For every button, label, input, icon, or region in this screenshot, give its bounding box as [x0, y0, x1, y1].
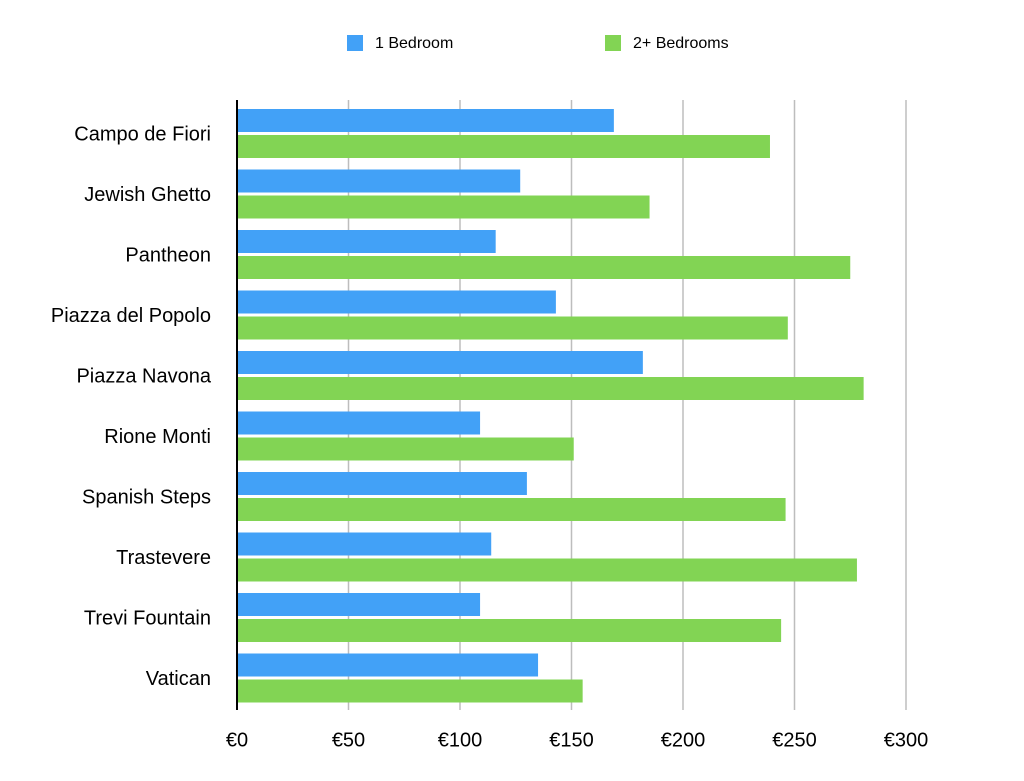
axes: Campo de Fiori Jewish Ghetto Pantheon Piazz… [51, 100, 928, 751]
bar-one-bedroom [237, 532, 492, 556]
bar-one-bedroom [237, 472, 527, 495]
bar-two-plus-bedrooms [237, 135, 770, 158]
bar-one-bedroom [237, 653, 539, 677]
bar-one-bedroom [237, 230, 496, 253]
legend: 1 Bedroom 2+ Bedrooms [347, 35, 729, 52]
category-label: Piazza Navona [76, 365, 211, 387]
bar-one-bedroom [237, 411, 481, 435]
x-tick-label: €300 [884, 729, 929, 751]
bars [237, 109, 864, 703]
bar-two-plus-bedrooms [237, 437, 574, 461]
legend-label: 1 Bedroom [375, 35, 453, 52]
x-tick-label: €250 [772, 729, 817, 751]
legend-label: 2+ Bedrooms [633, 35, 729, 52]
x-tick-label: €150 [549, 729, 594, 751]
category-label: Pantheon [125, 244, 211, 266]
bar-two-plus-bedrooms [237, 679, 583, 703]
bar-one-bedroom [237, 169, 521, 193]
bar-two-plus-bedrooms [237, 377, 864, 400]
legend-swatch [605, 35, 621, 51]
bar-two-plus-bedrooms [237, 558, 857, 582]
bar-one-bedroom [237, 290, 556, 314]
x-tick-label: €50 [332, 729, 365, 751]
category-label: Rione Monti [104, 426, 211, 448]
bar-one-bedroom [237, 351, 643, 374]
x-tick-label: €100 [438, 729, 483, 751]
bar-two-plus-bedrooms [237, 498, 786, 521]
category-label: Spanish Steps [82, 486, 211, 508]
x-tick-label: €200 [661, 729, 706, 751]
bar-one-bedroom [237, 593, 481, 616]
category-label: Vatican [146, 668, 211, 690]
bar-two-plus-bedrooms [237, 316, 788, 340]
category-label: Campo de Fiori [74, 123, 211, 145]
category-label: Piazza del Popolo [51, 305, 211, 327]
bar-two-plus-bedrooms [237, 619, 782, 642]
bar-one-bedroom [237, 109, 614, 132]
x-tick-label: €0 [226, 729, 248, 751]
bar-two-plus-bedrooms [237, 256, 851, 279]
category-label: Trastevere [116, 547, 211, 569]
category-label: Jewish Ghetto [84, 184, 211, 206]
legend-swatch [347, 35, 363, 51]
bar-two-plus-bedrooms [237, 195, 650, 219]
category-label: Trevi Fountain [84, 607, 211, 629]
